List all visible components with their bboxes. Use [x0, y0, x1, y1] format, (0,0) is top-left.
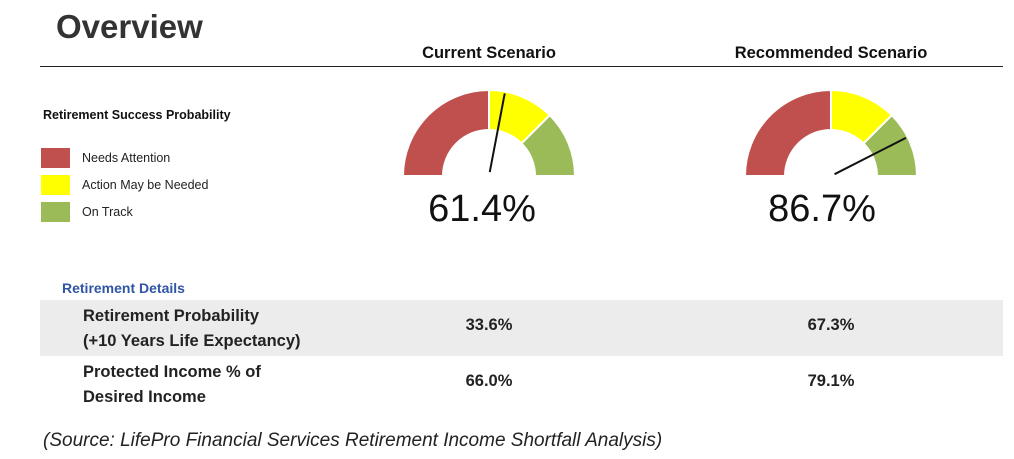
gauge-needle — [488, 93, 506, 173]
details-row-retirement-probability: Retirement Probability (+10 Years Life E… — [40, 300, 1003, 356]
recommended-scenario-gauge — [743, 88, 919, 177]
details-row-protected-income: Protected Income % of Desired Income 66.… — [40, 356, 1003, 412]
gauge-segment-on-track — [520, 113, 577, 177]
row-current-value: 66.0% — [465, 372, 513, 390]
retirement-details-label: Retirement Details — [62, 280, 185, 296]
page-title: Overview — [56, 8, 203, 45]
legend-label-needs-attention: Needs Attention — [82, 151, 171, 165]
row-current-value: 33.6% — [465, 316, 513, 334]
legend-title: Retirement Success Probability — [43, 108, 231, 122]
gauge-segment-needs-attention — [743, 88, 832, 177]
row-label-line1: Protected Income % of — [83, 363, 261, 381]
legend-label-action-needed: Action May be Needed — [82, 178, 209, 192]
legend-swatch-needs-attention — [41, 148, 70, 168]
current-scenario-gauge — [401, 88, 577, 177]
row-label: Protected Income % of Desired Income — [83, 360, 261, 410]
header-divider — [40, 66, 1003, 67]
recommended-probability-value: 86.7% — [768, 188, 876, 230]
recommended-scenario-heading: Recommended Scenario — [734, 44, 928, 62]
row-label-line1: Retirement Probability — [83, 307, 260, 325]
gauge-needle — [834, 136, 907, 176]
legend-swatch-action-needed — [41, 175, 70, 195]
current-probability-value: 61.4% — [428, 188, 536, 230]
row-label-line2: (+10 Years Life Expectancy) — [83, 332, 301, 350]
row-recommended-value: 67.3% — [807, 316, 855, 334]
current-scenario-heading: Current Scenario — [422, 44, 556, 62]
legend-swatch-on-track — [41, 202, 70, 222]
gauge-segment-needs-attention — [401, 88, 490, 177]
row-label: Retirement Probability (+10 Years Life E… — [83, 304, 301, 354]
row-label-line2: Desired Income — [83, 388, 206, 406]
row-recommended-value: 79.1% — [807, 372, 855, 390]
source-note: (Source: LifePro Financial Services Reti… — [43, 430, 663, 451]
legend-label-on-track: On Track — [82, 205, 133, 219]
